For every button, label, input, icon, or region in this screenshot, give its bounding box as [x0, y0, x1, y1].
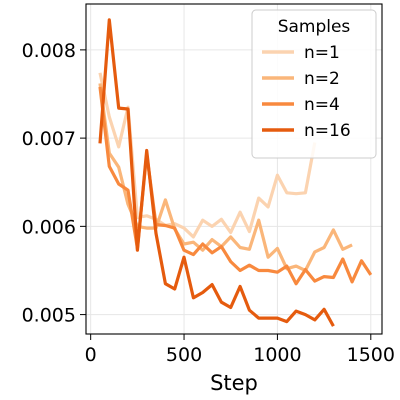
legend-title: Samples — [278, 17, 351, 37]
x-tick-label: 0 — [85, 344, 97, 366]
series-line-n-1 — [98, 72, 317, 239]
legend-item: n=1 — [262, 43, 340, 63]
y-tick-label: 0.006 — [22, 216, 76, 238]
legend-item: n=16 — [262, 121, 351, 141]
x-tick-label: 1000 — [253, 344, 301, 366]
axis-ticks: 0 500 1000 1500 0.005 0.006 0.007 0.008 — [22, 40, 395, 366]
legend-box — [251, 9, 377, 159]
legend-label: n=2 — [304, 69, 340, 89]
series-line-n-2 — [98, 83, 353, 273]
legend-item: n=2 — [262, 69, 340, 89]
y-tick-label: 0.005 — [22, 305, 76, 327]
legend-label: n=16 — [304, 121, 351, 141]
legend: Samples n=1 n=2 n=4 n=16 — [251, 9, 377, 159]
x-axis-title: Step — [210, 371, 258, 395]
x-tick-label: 1500 — [347, 344, 395, 366]
y-tick-label: 0.008 — [22, 40, 76, 62]
series-line-n-16 — [98, 18, 335, 327]
legend-label: n=4 — [304, 95, 340, 115]
series-group — [98, 18, 373, 327]
x-tick-label: 500 — [166, 344, 202, 366]
legend-items: n=1 n=2 n=4 n=16 — [262, 43, 351, 141]
legend-label: n=1 — [304, 43, 340, 63]
legend-item: n=4 — [262, 95, 340, 115]
y-tick-label: 0.007 — [22, 128, 76, 150]
plot-frame — [85, 3, 383, 335]
